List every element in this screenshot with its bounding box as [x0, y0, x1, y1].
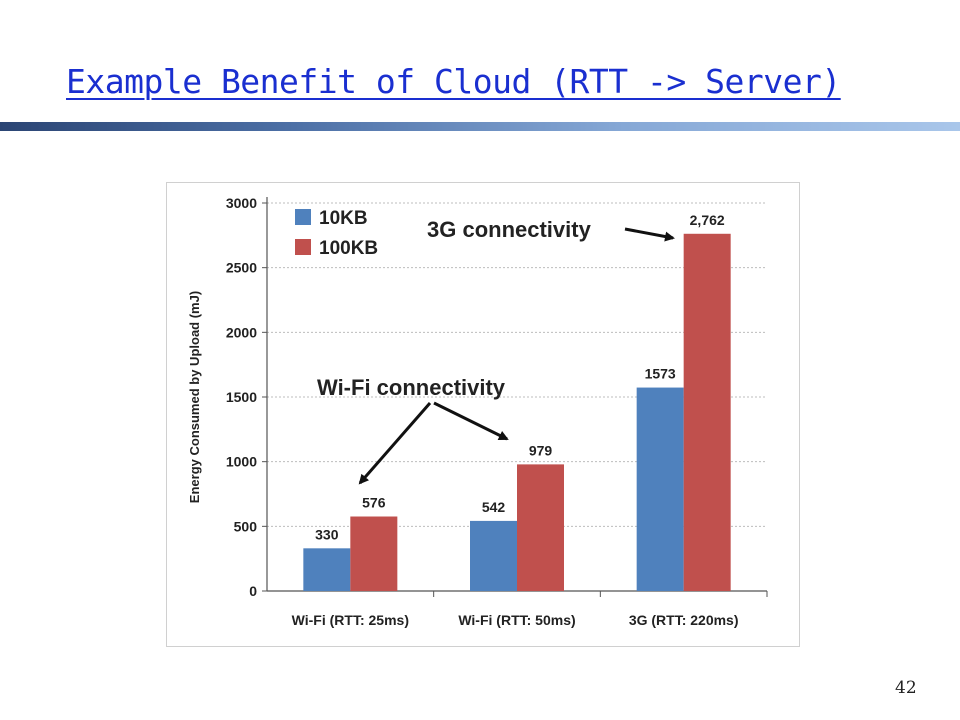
legend-swatch-100kb — [295, 239, 311, 255]
bar-10kb-1 — [303, 548, 351, 591]
data-label: 576 — [362, 495, 386, 511]
annotation-wifi-connectivity: Wi-Fi connectivity — [317, 375, 506, 400]
page-number: 42 — [895, 678, 917, 698]
data-label: 330 — [315, 526, 339, 542]
y-tick-label: 500 — [234, 518, 258, 534]
chart-canvas: 0 500 1000 1500 2000 2500 3000 Energy Consumed … — [187, 195, 768, 628]
data-label: 979 — [529, 442, 553, 458]
y-tick-label: 3000 — [226, 195, 257, 211]
y-tick-label: 1500 — [226, 389, 257, 405]
data-label: 542 — [482, 499, 506, 515]
bar-10kb-2 — [470, 520, 517, 591]
data-label: 2,762 — [690, 212, 725, 228]
x-category-label: Wi-Fi (RTT: 50ms) — [458, 612, 575, 628]
x-category-label: Wi-Fi (RTT: 25ms) — [292, 612, 409, 628]
x-category-label: 3G (RTT: 220ms) — [629, 612, 739, 628]
bar-100kb-2 — [517, 464, 564, 591]
data-label: 1573 — [645, 366, 676, 382]
annotation-3g-connectivity: 3G connectivity — [427, 217, 592, 242]
title-divider — [0, 122, 960, 131]
slide-title: Example Benefit of Cloud (RTT -> Server) — [66, 62, 841, 101]
bar-10kb-3 — [636, 387, 684, 591]
arrow-wifi-50ms — [433, 401, 509, 441]
arrow-3g — [624, 227, 675, 242]
y-axis-title: Energy Consumed by Upload (mJ) — [187, 291, 202, 503]
bar-chart: 0 500 1000 1500 2000 2500 3000 Energy Consumed … — [166, 182, 800, 647]
legend-swatch-10kb — [295, 209, 311, 225]
y-tick-label: 2000 — [226, 324, 257, 340]
legend-label-10kb: 10KB — [319, 208, 368, 229]
y-tick-label: 0 — [249, 583, 257, 599]
legend-label-100kb: 100KB — [319, 238, 378, 259]
arrow-wifi-25ms — [358, 402, 432, 485]
y-tick-label: 2500 — [226, 260, 257, 276]
y-tick-label: 1000 — [226, 454, 257, 470]
bar-100kb-1 — [350, 516, 398, 591]
bar-100kb-3 — [683, 233, 731, 591]
